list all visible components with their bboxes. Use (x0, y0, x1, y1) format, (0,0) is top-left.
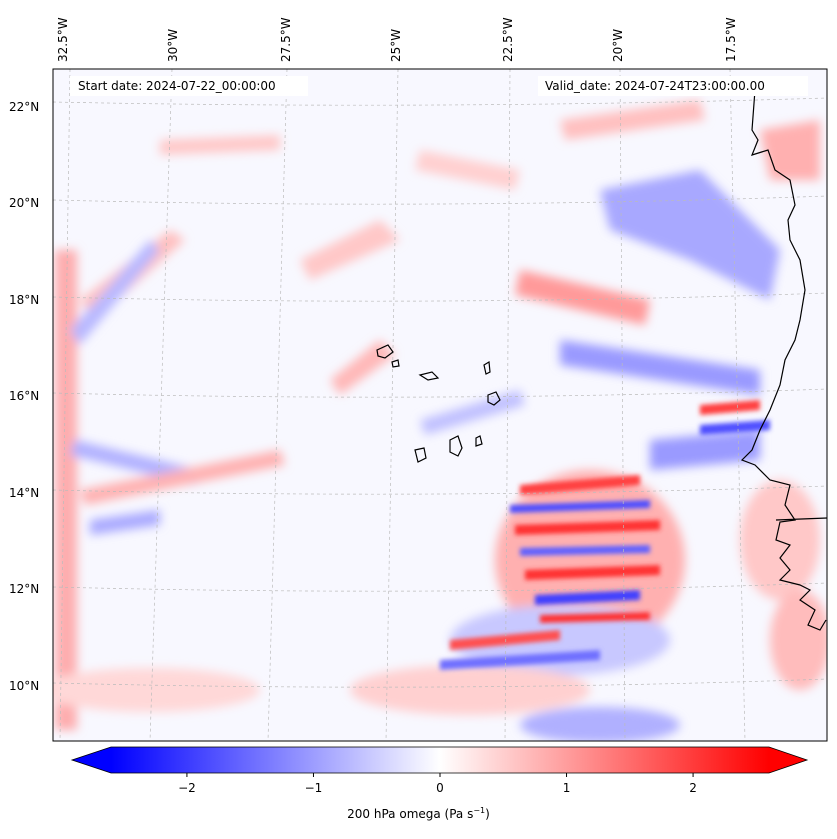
colorbar-tick-label: −1 (305, 781, 323, 795)
colorbar-gradient (111, 747, 769, 773)
colorbar-tick-label: 0 (436, 781, 444, 795)
lat-label: 18°N (9, 293, 39, 307)
lon-label: 22.5°W (501, 17, 515, 62)
colorbar-ticks: −2 −1 0 1 2 (178, 773, 697, 795)
map-frame (52, 68, 828, 742)
colorbar-tick-label: 1 (563, 781, 571, 795)
lat-label: 14°N (9, 486, 39, 500)
gridlines (53, 69, 827, 741)
latitude-labels: 22°N 20°N 18°N 16°N 14°N 12°N 10°N (9, 100, 39, 693)
colorbar-tick-label: −2 (178, 781, 196, 795)
lat-label: 20°N (9, 196, 39, 210)
colorbar-outline (70, 746, 809, 774)
colorbar: −2 −1 0 1 2 (70, 746, 809, 795)
start-date-label: Start date: 2024-07-22_00:00:00 (78, 79, 276, 93)
valid-date-box (538, 76, 808, 96)
cape-verde-islands (376, 344, 501, 463)
start-date-box (70, 76, 308, 96)
lon-label: 30°W (166, 29, 180, 62)
colorbar-tick-label: 2 (689, 781, 697, 795)
coastline (740, 89, 827, 631)
lon-label: 32.5°W (56, 17, 70, 62)
lon-label: 25°W (389, 29, 403, 62)
colorbar-max-extension (769, 747, 807, 773)
valid-date-label: Valid_date: 2024-07-24T23:00:00.00 (545, 79, 765, 93)
lat-label: 22°N (9, 100, 39, 114)
lon-label: 27.5°W (279, 17, 293, 62)
colorbar-min-extension (72, 747, 111, 773)
lon-label: 20°W (611, 29, 625, 62)
colorbar-label: 200 hPa omega (Pa s−1) (347, 806, 490, 821)
longitude-labels: 32.5°W 30°W 27.5°W 25°W 22.5°W 20°W 17.5… (56, 17, 738, 62)
map-panel[interactable] (40, 69, 830, 743)
lon-label: 17.5°W (724, 17, 738, 62)
lat-label: 10°N (9, 679, 39, 693)
lat-label: 12°N (9, 582, 39, 596)
lat-label: 16°N (9, 389, 39, 403)
